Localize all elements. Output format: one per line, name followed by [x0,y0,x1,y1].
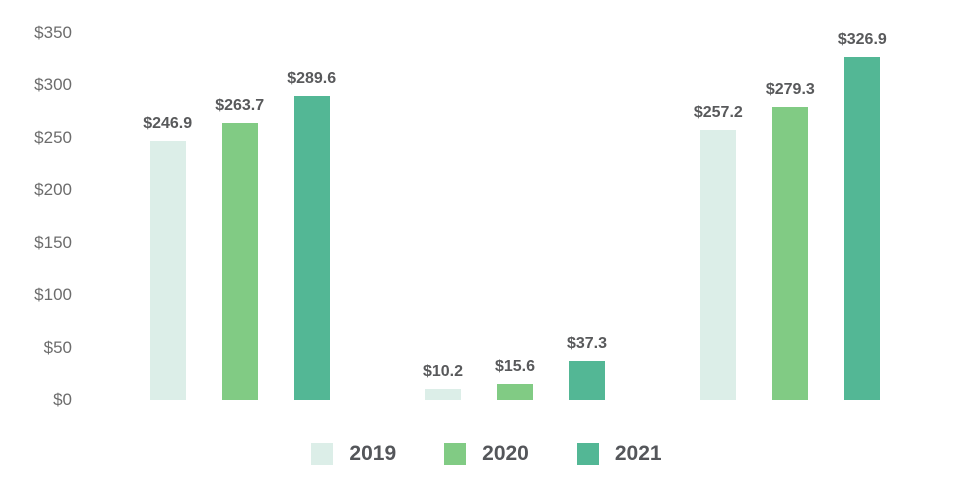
bar-2019: $257.2 [694,104,743,400]
bar-2020: $263.7 [215,97,264,400]
bar-value-label: $326.9 [837,31,887,48]
bar-group: $257.2 $279.3 $326.9 [694,31,887,400]
bar-group: $246.9 $263.7 $289.6 [143,33,336,400]
legend-label: 2020 [482,442,529,465]
bar-2019: $10.2 [423,363,463,400]
y-axis: $350 $300 $250 $200 $150 $100 $50 $0 [0,0,72,500]
legend-swatch [576,443,599,465]
y-axis-tick-label: $100 [34,285,72,304]
bar-value-label: $246.9 [143,115,193,132]
bar-2020: $279.3 [766,81,815,400]
bar-value-label: $10.2 [422,363,464,380]
bar-2021: $289.6 [287,70,336,400]
legend-item-2021: 2021 [576,442,662,466]
y-axis-tick-label: $150 [34,233,72,252]
bar-2021: $37.3 [567,335,607,400]
y-axis-tick-label: $250 [34,128,72,147]
bar-value-label: $263.7 [215,97,265,114]
bar-2019: $246.9 [143,115,192,400]
legend: 2019 2020 2021 [0,442,960,466]
legend-swatch [311,443,334,465]
legend-item-2020: 2020 [444,442,529,466]
y-axis-tick-label: $0 [53,390,72,409]
legend-item-2019: 2019 [311,442,396,466]
y-axis-tick-label: $350 [34,23,72,42]
bar-value-label: $15.6 [494,358,536,375]
bar-value-label: $37.3 [566,335,608,352]
legend-swatch [444,443,467,465]
plot-area: $246.9 $263.7 $289.6 $10.2 $15.6 $37.3 $257.2 $… [102,31,928,400]
y-axis-tick-label: $300 [34,75,72,94]
y-axis-tick-label: $200 [34,180,72,199]
bar-group: $10.2 $15.6 $37.3 [423,33,607,400]
bar-2021: $326.9 [838,31,887,400]
bar-2020: $15.6 [495,358,535,400]
bar-value-label: $289.6 [287,70,337,87]
bar-value-label: $257.2 [693,104,743,121]
legend-label: 2019 [349,442,397,465]
bar-value-label: $279.3 [765,81,815,98]
y-axis-tick-label: $50 [43,338,72,357]
legend-label: 2021 [614,442,662,465]
